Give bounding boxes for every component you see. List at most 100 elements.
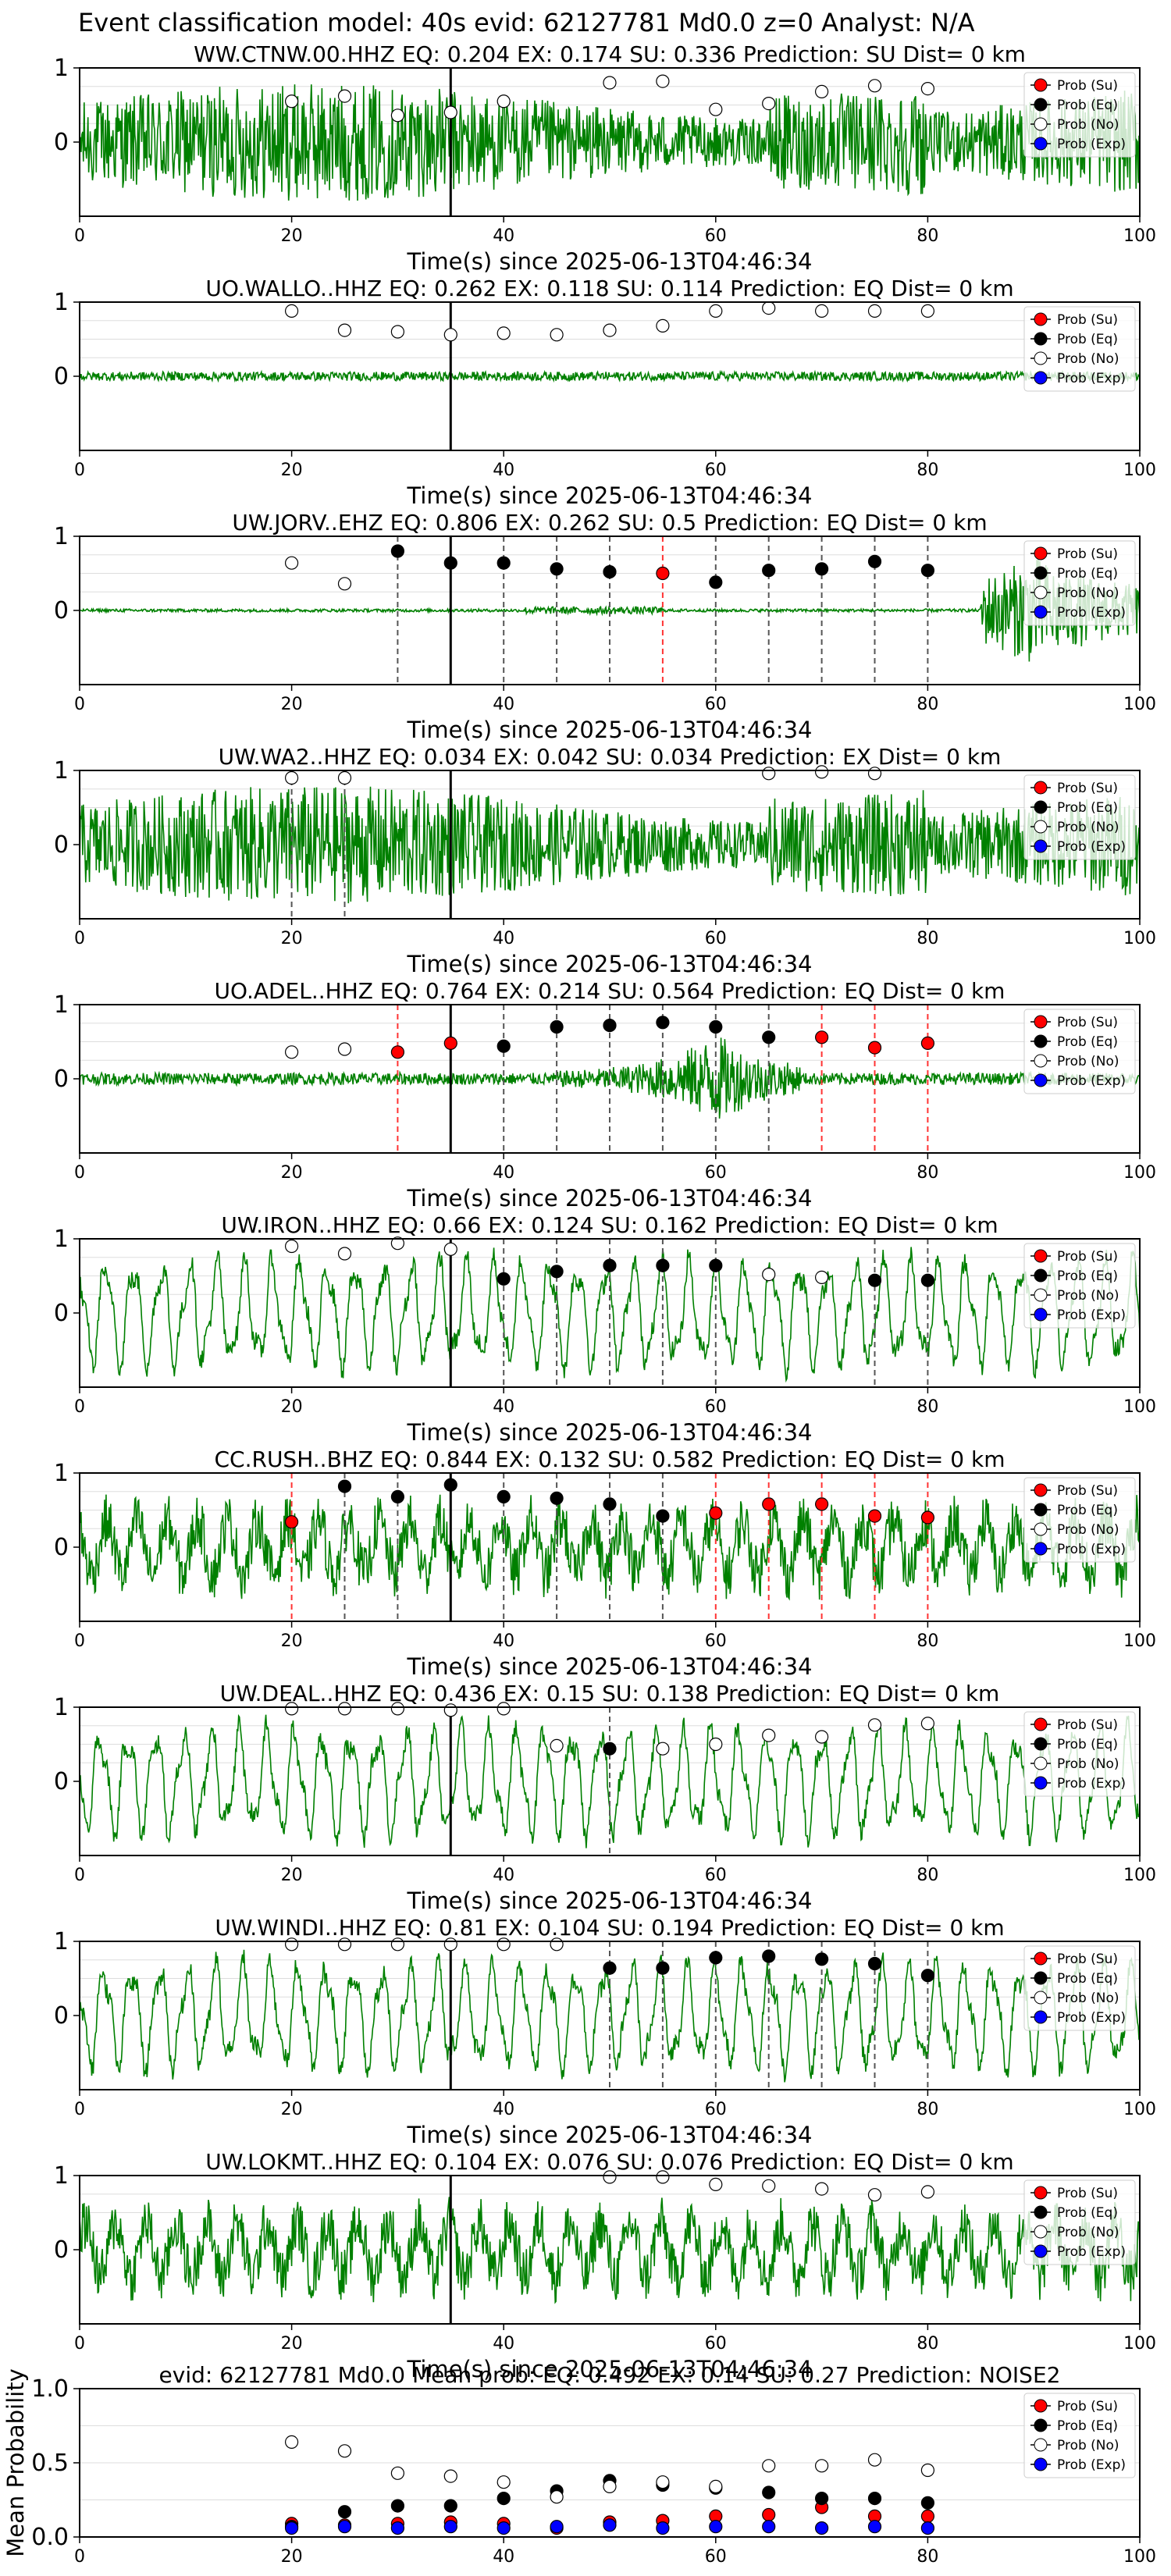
probability-point bbox=[285, 94, 299, 109]
x-tick-label: 40 bbox=[493, 1866, 514, 1885]
x-tick-label: 60 bbox=[705, 1163, 727, 1183]
station-panel-8: UW.DEAL..HHZ EQ: 0.436 EX: 0.15 SU: 0.13… bbox=[54, 1681, 1156, 1914]
probability-point bbox=[285, 1702, 299, 1716]
legend-marker bbox=[1034, 1991, 1048, 2005]
probability-point bbox=[762, 1497, 776, 1511]
x-tick-label: 20 bbox=[281, 1631, 303, 1651]
probability-point bbox=[709, 1019, 723, 1034]
probability-point bbox=[497, 2475, 511, 2489]
x-tick-label: 40 bbox=[493, 226, 514, 246]
x-tick-label: 100 bbox=[1123, 2547, 1156, 2567]
probability-point bbox=[762, 97, 776, 111]
probability-point bbox=[603, 2170, 617, 2184]
probability-point bbox=[337, 770, 352, 785]
probability-point bbox=[814, 1270, 829, 1285]
probability-point bbox=[656, 1509, 670, 1523]
x-tick-label: 60 bbox=[705, 929, 727, 948]
station-panel-10: UW.LOKMT..HHZ EQ: 0.104 EX: 0.076 SU: 0.… bbox=[54, 2149, 1156, 2382]
legend-marker bbox=[1034, 137, 1048, 151]
legend: Prob (Su) Prob (Eq) Prob (No) Prob (Exp) bbox=[1023, 1477, 1136, 1563]
legend-label: Prob (Eq) bbox=[1057, 800, 1118, 816]
legend: Prob (Su) Prob (Eq) Prob (No) Prob (Exp) bbox=[1023, 2393, 1136, 2478]
legend: Prob (Su) Prob (Eq) Prob (No) Prob (Exp) bbox=[1023, 1945, 1136, 2031]
panel-title: evid: 62127781 Md0.0 Mean prob: EQ: 0.49… bbox=[159, 2362, 1061, 2388]
legend-label: Prob (Su) bbox=[1057, 781, 1118, 796]
legend: Prob (Su) Prob (Eq) Prob (No) Prob (Exp) bbox=[1023, 1243, 1136, 1329]
legend-marker bbox=[1034, 2244, 1048, 2258]
probability-point bbox=[337, 577, 352, 591]
legend-marker bbox=[1034, 351, 1048, 365]
probability-point bbox=[762, 2507, 776, 2522]
x-axis-label: Time(s) since 2025-06-13T04:46:34 bbox=[407, 2122, 813, 2148]
y-tick-label: 0.0 bbox=[31, 2524, 69, 2551]
legend-marker bbox=[1034, 566, 1048, 580]
x-tick-label: 0 bbox=[74, 1631, 85, 1651]
y-tick-label: 1 bbox=[54, 289, 69, 316]
legend-label: Prob (Eq) bbox=[1057, 1971, 1118, 1987]
y-tick-label: 0 bbox=[54, 2236, 69, 2264]
x-axis-label: Time(s) since 2025-06-13T04:46:34 bbox=[407, 1888, 813, 1914]
legend-label: Prob (No) bbox=[1057, 820, 1119, 835]
probability-point bbox=[603, 76, 617, 90]
probability-point bbox=[920, 1717, 935, 1731]
legend: Prob (Su) Prob (Eq) Prob (No) Prob (Exp) bbox=[1023, 540, 1136, 626]
probability-point bbox=[337, 89, 352, 103]
panel-title: UO.ADEL..HHZ EQ: 0.764 EX: 0.214 SU: 0.5… bbox=[215, 978, 1005, 1004]
x-tick-label: 100 bbox=[1123, 2334, 1156, 2354]
probability-point bbox=[443, 1703, 457, 1717]
legend-label: Prob (No) bbox=[1057, 1054, 1119, 1069]
figure-header: Event classification model: 40s evid: 62… bbox=[0, 0, 1171, 44]
probability-point bbox=[285, 770, 299, 785]
panel-title: UO.WALLO..HHZ EQ: 0.262 EX: 0.118 SU: 0.… bbox=[205, 276, 1013, 301]
x-tick-label: 100 bbox=[1123, 1163, 1156, 1183]
probability-point bbox=[285, 556, 299, 570]
probability-point bbox=[814, 84, 829, 99]
legend-label: Prob (Eq) bbox=[1057, 332, 1118, 347]
legend-marker bbox=[1034, 781, 1048, 795]
probability-point bbox=[550, 1738, 564, 1752]
panel-title: UW.DEAL..HHZ EQ: 0.436 EX: 0.15 SU: 0.13… bbox=[220, 1681, 1000, 1706]
y-tick-label: 0 bbox=[54, 1534, 69, 1561]
legend-label: Prob (Su) bbox=[1057, 2399, 1118, 2414]
y-tick-label: 0 bbox=[54, 129, 69, 156]
legend-label: Prob (No) bbox=[1057, 351, 1119, 367]
legend-box bbox=[1023, 2393, 1136, 2478]
station-panel-6: UW.IRON..HHZ EQ: 0.66 EX: 0.124 SU: 0.16… bbox=[54, 1212, 1156, 1446]
probability-point bbox=[656, 566, 670, 581]
legend-label: Prob (Su) bbox=[1057, 1717, 1118, 1733]
y-tick-label: 1 bbox=[54, 1460, 69, 1487]
legend-box bbox=[1023, 1009, 1136, 1094]
legend-box bbox=[1023, 1945, 1136, 2031]
legend-label: Prob (Eq) bbox=[1057, 566, 1118, 582]
probability-point bbox=[390, 109, 404, 123]
y-tick-label: 0 bbox=[54, 2002, 69, 2030]
panel-title: WW.CTNW.00.HHZ EQ: 0.204 EX: 0.174 SU: 0… bbox=[194, 41, 1026, 67]
y-tick-label: 1 bbox=[54, 757, 69, 785]
probability-point bbox=[443, 1242, 457, 1256]
x-tick-label: 100 bbox=[1123, 929, 1156, 948]
legend-box bbox=[1023, 1243, 1136, 1329]
probability-point bbox=[814, 765, 829, 779]
probability-point bbox=[762, 2485, 776, 2500]
legend-marker bbox=[1034, 1776, 1048, 1790]
probability-point bbox=[814, 1730, 829, 1744]
probability-point bbox=[390, 544, 404, 558]
legend-label: Prob (Exp) bbox=[1057, 2010, 1126, 2026]
probability-point bbox=[285, 2435, 299, 2449]
x-tick-label: 40 bbox=[493, 1397, 514, 1417]
legend-marker bbox=[1034, 1308, 1048, 1322]
probability-point bbox=[814, 2492, 829, 2506]
legend-marker bbox=[1034, 800, 1048, 814]
probability-point bbox=[656, 2170, 670, 2184]
legend-marker bbox=[1034, 1542, 1048, 1556]
legend-marker bbox=[1034, 1288, 1048, 1302]
legend-marker bbox=[1034, 371, 1048, 385]
probability-point bbox=[867, 767, 882, 781]
probability-point bbox=[709, 1951, 723, 1965]
x-tick-label: 60 bbox=[705, 2547, 727, 2567]
probability-point bbox=[920, 1273, 935, 1287]
probability-point bbox=[867, 1956, 882, 1971]
probability-point bbox=[867, 1041, 882, 1055]
legend-label: Prob (No) bbox=[1057, 1756, 1119, 1772]
legend: Prob (Su) Prob (Eq) Prob (No) Prob (Exp) bbox=[1023, 1711, 1136, 1797]
